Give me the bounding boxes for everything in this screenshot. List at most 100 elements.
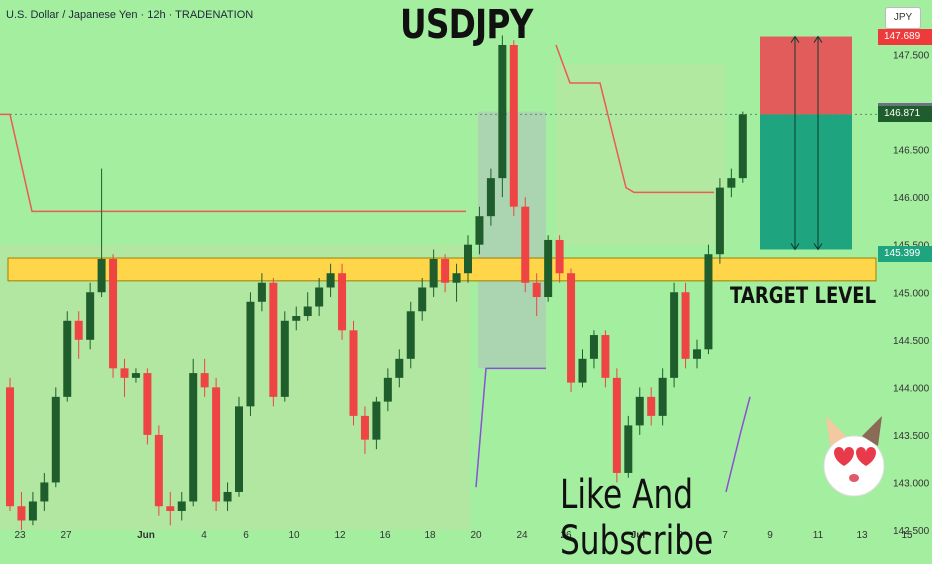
candle-body	[589, 335, 598, 359]
x-tick-label: 16	[379, 530, 391, 541]
candle-body	[521, 206, 530, 283]
measure-arrow-head	[813, 35, 823, 43]
candle-body	[509, 45, 518, 207]
y-tick-label: 143.000	[893, 478, 930, 489]
indicator-line-lower	[725, 396, 751, 493]
cat-sticker-icon	[823, 416, 885, 497]
measure-arrow-head	[790, 243, 800, 251]
price-tag: 146.871	[878, 106, 932, 123]
y-tick-label: 144.000	[893, 383, 930, 394]
candle-body	[326, 273, 335, 288]
candle-body	[303, 306, 312, 317]
x-tick-label: 15	[901, 530, 913, 541]
candle-body	[372, 401, 381, 440]
y-tick-label: 143.500	[893, 431, 930, 442]
candle-body	[658, 377, 667, 416]
candle-body	[475, 216, 484, 245]
symbol-header: U.S. Dollar / Japanese Yen · 12h · TRADE…	[6, 9, 254, 21]
candle-body	[624, 425, 633, 473]
candle-body	[349, 330, 358, 416]
x-tick-label: 9	[767, 530, 773, 541]
candle-body	[383, 377, 392, 402]
candle-body	[612, 377, 621, 473]
price-chart[interactable]: 147.500 146.500 146.000 145.500 145.000 144.5…	[0, 0, 932, 550]
candle-body	[246, 301, 255, 407]
candle-body	[601, 335, 610, 378]
candle-body	[120, 368, 129, 378]
y-tick-label: 146.000	[893, 193, 930, 204]
x-tick-label: 27	[60, 530, 72, 541]
candle-body	[189, 373, 198, 502]
candle-body	[704, 254, 713, 350]
candle-body	[406, 311, 415, 359]
x-tick-label: 23	[14, 530, 26, 541]
candle-body	[280, 320, 289, 397]
y-tick-label: 145.500	[893, 241, 930, 252]
take-profit-zone	[760, 114, 852, 250]
candle-body	[143, 373, 152, 435]
candle-body	[647, 396, 656, 416]
candle-body	[360, 415, 369, 440]
candle-body	[28, 501, 37, 521]
y-tick-label: 146.500	[893, 146, 930, 157]
x-tick-label: 4	[201, 530, 207, 541]
candle-body	[212, 387, 221, 502]
candle-body	[17, 506, 26, 521]
x-tick-label: 6	[243, 530, 249, 541]
candle-body	[166, 506, 175, 511]
indicator-line	[555, 44, 714, 194]
candle-body	[429, 258, 438, 288]
candle-body	[223, 491, 232, 502]
candle-body	[154, 434, 163, 507]
y-tick-label: 142.500	[893, 526, 930, 537]
candle-body	[86, 292, 95, 340]
currency-button[interactable]: JPY	[885, 7, 921, 29]
candle-body	[544, 239, 553, 298]
candle-body	[200, 373, 209, 388]
candle-body	[63, 320, 72, 397]
candle-body	[131, 373, 140, 378]
candle-body	[177, 501, 186, 511]
candle-body	[738, 114, 747, 179]
candle-body	[532, 282, 541, 298]
candle-body	[235, 406, 243, 492]
candle-body	[51, 396, 60, 483]
price-tag: 145.399	[878, 246, 932, 263]
candle-body	[395, 358, 404, 378]
x-tick-label: 26	[560, 530, 572, 541]
candle-body	[338, 273, 347, 331]
indicator-line	[0, 113, 466, 213]
candle-body	[486, 178, 495, 217]
candle-body	[693, 349, 701, 359]
candle-body	[498, 45, 507, 179]
candle-body	[269, 282, 278, 397]
x-tick-label: Jul	[631, 530, 646, 541]
y-tick-label: 147.500	[893, 51, 930, 62]
x-tick-label: 11	[813, 530, 824, 541]
x-tick-label: 24	[516, 530, 528, 541]
candle-body	[555, 239, 564, 274]
candle-body	[635, 396, 644, 426]
y-tick-label: 145.000	[893, 288, 930, 299]
x-tick-label: 12	[334, 530, 346, 541]
candle-body	[315, 287, 324, 307]
x-tick-label: 10	[288, 530, 300, 541]
candle-body	[464, 244, 472, 274]
x-tick-label: 3	[677, 530, 683, 541]
measure-arrow-head	[790, 35, 800, 43]
candle-body	[567, 273, 576, 383]
chart-title: USDJPY	[400, 2, 533, 48]
indicator-fill	[556, 64, 726, 245]
candle-body	[715, 187, 724, 255]
candle-body	[578, 358, 587, 383]
candle-body	[452, 273, 461, 283]
candle-body	[670, 292, 679, 378]
candle-body	[74, 320, 83, 340]
x-tick-label: 20	[470, 530, 482, 541]
candle-body	[727, 178, 736, 188]
x-tick-label: 18	[424, 530, 436, 541]
candle-body	[97, 258, 106, 293]
candle-body	[292, 316, 301, 321]
measure-arrow-head	[813, 243, 823, 251]
candle-body	[6, 387, 14, 507]
